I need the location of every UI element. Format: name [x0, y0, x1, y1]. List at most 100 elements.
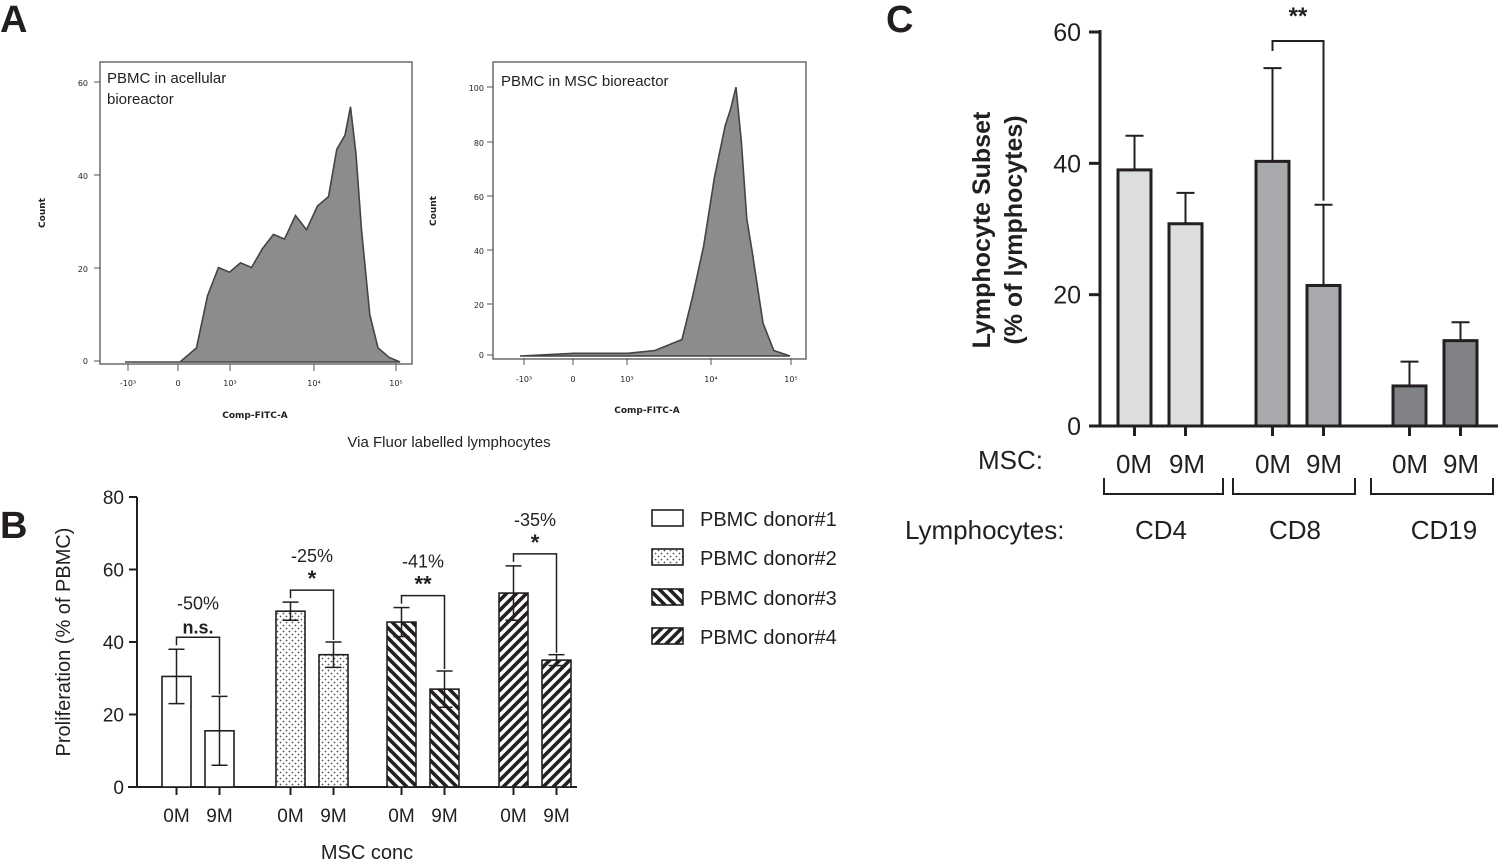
y-tick-label: 20	[103, 706, 124, 727]
x-tick-label: 10⁴	[307, 379, 320, 388]
y-tick-label: 100	[469, 84, 484, 93]
significance-bracket	[175, 636, 221, 695]
panel-c: 0 20 40 60 Lymphocyte Subset (% of lymphocy…	[905, 3, 1498, 545]
x-tick-label: 9M	[543, 806, 569, 827]
x-axis-title: Comp-FITC-A	[222, 411, 288, 421]
y-tick-label: 40	[103, 633, 124, 654]
annotations: **	[1271, 3, 1325, 201]
panel-b-letter: B	[0, 505, 27, 547]
y-axis-title: (% of lymphocytes)	[1000, 115, 1028, 344]
y-tick-label: 80	[474, 139, 484, 148]
percent-change-label: -25%	[291, 546, 333, 566]
legend-swatch	[651, 588, 684, 606]
bars	[1116, 67, 1479, 436]
histogram-label: PBMC in acellular	[107, 70, 226, 87]
y-tick-label: 0	[83, 357, 88, 366]
x-tick-label: 10⁴	[704, 375, 717, 384]
bars: 0M 9M 0M 9M 0M 9M 0M 9M	[161, 565, 572, 827]
y-axis-title: Proliferation (% of PBMC)	[53, 528, 75, 757]
legend-swatch	[651, 627, 684, 645]
annotations: n.s.-50%*-25%**-41%*-35%	[175, 510, 558, 695]
y-axis-title: Count	[429, 195, 439, 226]
histogram-frame	[99, 61, 413, 365]
bar	[1305, 283, 1342, 428]
percent-change-label: -50%	[177, 593, 219, 613]
panel-a: PBMC in acellular bioreactor 0 20 40 60 …	[38, 61, 807, 451]
percent-change-label: -35%	[514, 510, 556, 530]
x-tick-label: 0M	[388, 806, 414, 827]
bar-label: 0M	[1116, 449, 1152, 479]
y-tick-label: 60	[1053, 19, 1081, 47]
histogram-acellular: PBMC in acellular bioreactor 0 20 40 60 …	[38, 61, 413, 421]
histogram-area	[519, 87, 791, 357]
significance-bracket	[512, 553, 558, 653]
y-tick-label: 0	[479, 351, 484, 360]
significance-bracket	[400, 594, 446, 669]
significance-bracket	[1271, 40, 1325, 201]
bar	[498, 592, 529, 788]
x-tick-label: 9M	[320, 806, 346, 827]
significance-label: *	[308, 566, 317, 591]
panel-c-letter: C	[886, 0, 913, 41]
x-axis-title: Comp-FITC-A	[614, 406, 680, 416]
group-label: CD19	[1411, 515, 1477, 545]
bar	[275, 610, 306, 788]
y-tick-label: 0	[1067, 413, 1081, 441]
y-tick-label: 20	[78, 265, 88, 274]
legend-label: PBMC donor#2	[700, 548, 837, 570]
x-tick-label: 0	[175, 379, 180, 388]
legend-label: PBMC donor#3	[700, 588, 837, 610]
x-tick-label: 0M	[163, 806, 189, 827]
significance-label: n.s.	[182, 617, 213, 637]
group-label: CD4	[1135, 515, 1187, 545]
significance-label: **	[1289, 3, 1308, 30]
significance-bracket	[289, 589, 335, 640]
msc-row-label: MSC:	[978, 445, 1043, 475]
bar	[541, 659, 572, 788]
y-tick-label: 60	[78, 79, 88, 88]
significance-label: *	[531, 530, 540, 555]
x-tick-label: -10³	[516, 375, 532, 384]
y-axis-title: Count	[38, 197, 48, 228]
percent-change-label: -41%	[402, 552, 444, 572]
histogram-area	[125, 106, 401, 363]
panel-a-caption: Via Fluor labelled lymphocytes	[347, 434, 550, 451]
x-tick-label: 9M	[206, 806, 232, 827]
legend-label: PBMC donor#1	[700, 509, 837, 531]
panel-a-letter: A	[0, 0, 27, 41]
lymphocytes-row-label: Lymphocytes:	[905, 515, 1064, 545]
bar	[1116, 168, 1153, 428]
y-tick-label: 20	[1053, 282, 1081, 310]
y-tick-label: 20	[474, 301, 484, 310]
y-tick-label: 40	[78, 172, 88, 181]
y-tick-label: 60	[103, 561, 124, 582]
y-axis-title: Lymphocyte Subset	[968, 111, 996, 348]
x-axis-title: MSC conc	[321, 842, 413, 861]
x-tick-label: 10³	[223, 379, 236, 388]
group-bracket	[1103, 478, 1224, 495]
legend-swatch	[651, 509, 684, 527]
histogram-ticks	[94, 81, 397, 371]
y-tick-label: 0	[113, 778, 124, 799]
x-tick-label: 10⁵	[389, 379, 402, 388]
x-tick-label: 10⁵	[784, 375, 797, 384]
group-label: CD8	[1269, 515, 1321, 545]
group-bracket	[1232, 478, 1356, 495]
bar-label: 0M	[1255, 449, 1291, 479]
legend: PBMC donor#1 PBMC donor#2 PBMC donor#3 P…	[651, 509, 837, 649]
bar-label: 0M	[1392, 449, 1428, 479]
histogram-frame	[492, 61, 807, 360]
group-bracket	[1370, 478, 1494, 495]
bar	[1254, 159, 1291, 428]
y-ticks: 0 20 40 60	[1053, 19, 1100, 441]
y-ticks: 0 20 40 60 80	[103, 488, 137, 799]
bar	[1391, 384, 1428, 428]
x-tick-label: 0M	[500, 806, 526, 827]
bar	[386, 621, 417, 788]
x-tick-label: 10³	[620, 375, 633, 384]
y-tick-label: 40	[474, 247, 484, 256]
histogram-label: bioreactor	[107, 91, 174, 108]
legend-swatch	[651, 548, 684, 566]
bar-label: 9M	[1306, 449, 1342, 479]
